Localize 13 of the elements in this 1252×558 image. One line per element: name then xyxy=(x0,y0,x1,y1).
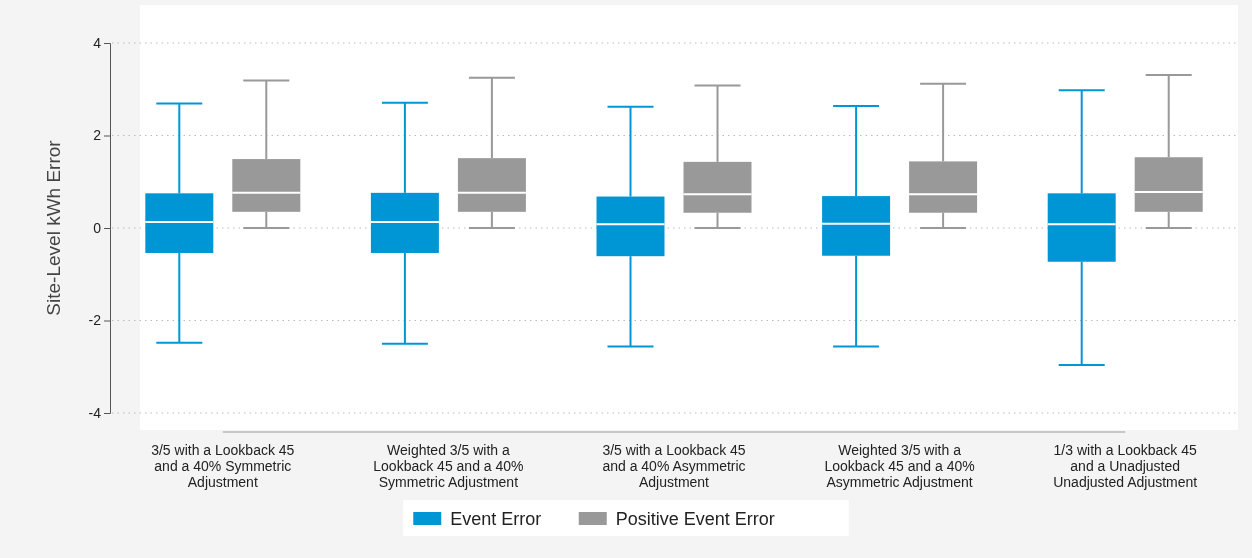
y-tick-label: 0 xyxy=(93,219,102,236)
x-tick-label: Weighted 3/5 with a Lookback 45 and a 40% Symmetric Adjustment xyxy=(373,442,524,490)
legend-label: Event Error xyxy=(450,509,542,529)
y-tick-label: 4 xyxy=(93,34,102,51)
y-tick-label: 2 xyxy=(93,127,102,144)
y-tick-label: -4 xyxy=(88,404,102,421)
x-tick-label: 3/5 with a Lookback 45 and a 40% Symmetric Adjustment xyxy=(151,442,295,490)
x-tick-label: 3/5 with a Lookback 45 and a 40% Asymmetric Adjustment xyxy=(602,442,746,490)
x-tick-label: Weighted 3/5 with a Lookback 45 and a 40% Asymmetric Adjustment xyxy=(824,442,975,490)
y-tick-label: -2 xyxy=(88,312,102,329)
legend-label: Positive Event Error xyxy=(615,509,775,529)
y-axis-title: Site-Level kWh Error xyxy=(43,139,64,316)
x-tick-label: 1/3 with a Lookback 45 and a Unadjusted Unadjusted Adjustment xyxy=(1053,442,1198,490)
